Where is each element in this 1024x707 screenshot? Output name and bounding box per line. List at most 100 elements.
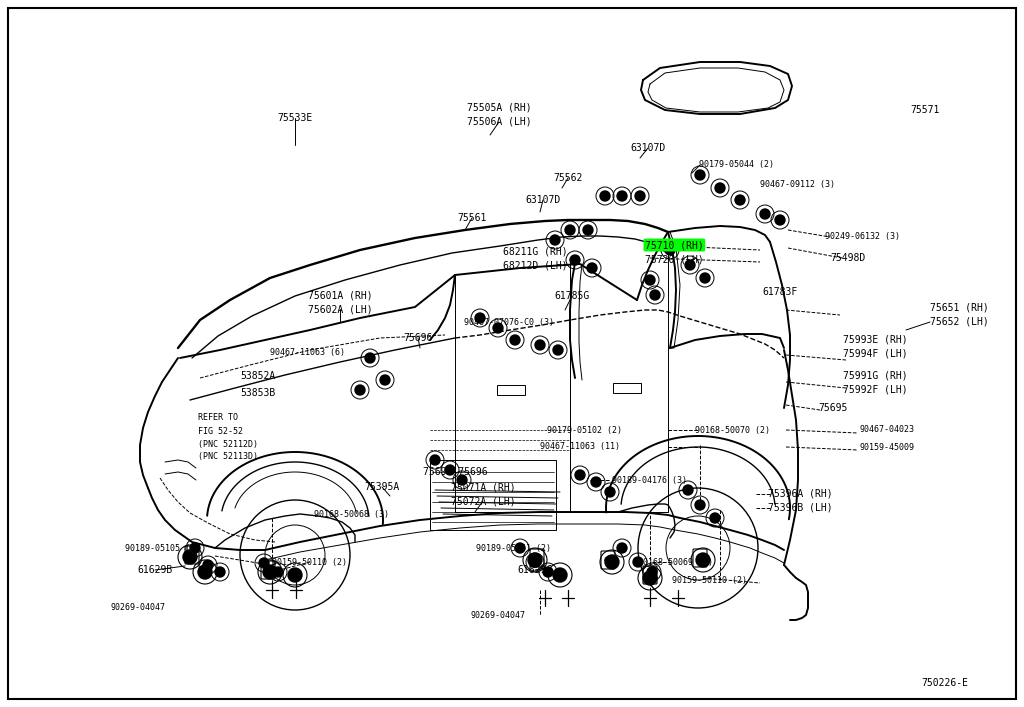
Circle shape bbox=[683, 485, 693, 495]
Text: 63107D: 63107D bbox=[525, 195, 560, 205]
FancyBboxPatch shape bbox=[261, 561, 275, 579]
Text: 75602A (LH): 75602A (LH) bbox=[307, 304, 373, 314]
FancyBboxPatch shape bbox=[530, 549, 544, 567]
Circle shape bbox=[445, 465, 455, 475]
Text: 75601A (RH): 75601A (RH) bbox=[307, 290, 373, 300]
Text: 61629B: 61629B bbox=[137, 565, 173, 575]
Text: 75395A: 75395A bbox=[365, 482, 399, 492]
Circle shape bbox=[380, 375, 390, 385]
Text: 90249-06132 (3): 90249-06132 (3) bbox=[825, 233, 900, 242]
Circle shape bbox=[263, 565, 278, 579]
Circle shape bbox=[288, 568, 302, 582]
Text: 75699 75696: 75699 75696 bbox=[423, 467, 487, 477]
Text: 75994F (LH): 75994F (LH) bbox=[843, 349, 907, 359]
Circle shape bbox=[635, 191, 645, 201]
Circle shape bbox=[600, 191, 610, 201]
Circle shape bbox=[273, 567, 283, 577]
Text: 75396A (RH): 75396A (RH) bbox=[768, 489, 833, 499]
Circle shape bbox=[530, 557, 540, 567]
Text: 90269-04047: 90269-04047 bbox=[470, 611, 525, 619]
Text: 75498D: 75498D bbox=[830, 253, 865, 263]
Circle shape bbox=[587, 263, 597, 273]
Text: 90159-45009: 90159-45009 bbox=[860, 443, 915, 452]
Text: 90189-04176 (3): 90189-04176 (3) bbox=[612, 476, 687, 484]
Text: 90179-05102 (2): 90179-05102 (2) bbox=[547, 426, 622, 435]
Text: 75506A (LH): 75506A (LH) bbox=[467, 117, 531, 127]
Circle shape bbox=[647, 567, 657, 577]
Circle shape bbox=[735, 195, 745, 205]
Circle shape bbox=[605, 487, 615, 497]
Circle shape bbox=[510, 335, 520, 345]
Text: 90189-05105 (2): 90189-05105 (2) bbox=[125, 544, 200, 552]
Text: 75533E: 75533E bbox=[278, 113, 312, 123]
Text: 90467-09112 (3): 90467-09112 (3) bbox=[760, 180, 835, 189]
Text: 68212D (LH): 68212D (LH) bbox=[503, 261, 567, 271]
Text: 53852A: 53852A bbox=[241, 371, 275, 381]
Circle shape bbox=[493, 323, 503, 333]
Text: (PNC 52113D): (PNC 52113D) bbox=[198, 452, 258, 462]
FancyBboxPatch shape bbox=[185, 546, 199, 564]
Circle shape bbox=[617, 191, 627, 201]
FancyBboxPatch shape bbox=[601, 551, 615, 569]
Circle shape bbox=[534, 555, 540, 561]
Text: 90168-50070 (2): 90168-50070 (2) bbox=[695, 426, 770, 435]
Circle shape bbox=[183, 550, 197, 564]
Circle shape bbox=[605, 555, 618, 569]
Circle shape bbox=[565, 225, 575, 235]
Circle shape bbox=[715, 183, 725, 193]
Circle shape bbox=[570, 255, 580, 265]
Text: 75071A (RH): 75071A (RH) bbox=[451, 482, 515, 492]
Circle shape bbox=[198, 565, 212, 579]
Text: 75561: 75561 bbox=[458, 213, 486, 223]
Text: 90159-50110 (2): 90159-50110 (2) bbox=[672, 575, 746, 585]
Circle shape bbox=[430, 455, 440, 465]
Circle shape bbox=[365, 353, 375, 363]
Text: 75396B (LH): 75396B (LH) bbox=[768, 503, 833, 513]
Text: 90467-11063 (6): 90467-11063 (6) bbox=[270, 348, 345, 356]
Text: 75571: 75571 bbox=[910, 105, 939, 115]
Text: 75992F (LH): 75992F (LH) bbox=[843, 384, 907, 394]
Circle shape bbox=[697, 555, 703, 561]
Text: 90467-04023: 90467-04023 bbox=[860, 426, 915, 435]
Text: 75562: 75562 bbox=[553, 173, 583, 183]
FancyBboxPatch shape bbox=[693, 549, 707, 567]
Text: 90168-50068 (3): 90168-50068 (3) bbox=[314, 510, 389, 520]
FancyBboxPatch shape bbox=[643, 566, 657, 584]
Circle shape bbox=[645, 275, 655, 285]
Text: 90179-05044 (2): 90179-05044 (2) bbox=[699, 160, 774, 170]
Text: (PNC 52112D): (PNC 52112D) bbox=[198, 440, 258, 448]
Circle shape bbox=[775, 215, 785, 225]
Text: 90467-11063 (11): 90467-11063 (11) bbox=[540, 443, 620, 452]
Circle shape bbox=[203, 560, 213, 570]
Circle shape bbox=[457, 475, 467, 485]
Circle shape bbox=[475, 313, 485, 323]
Circle shape bbox=[650, 290, 660, 300]
Text: 750226-E: 750226-E bbox=[922, 678, 969, 688]
Circle shape bbox=[617, 543, 627, 553]
Circle shape bbox=[190, 543, 200, 553]
Circle shape bbox=[259, 558, 269, 568]
Text: 75991G (RH): 75991G (RH) bbox=[843, 370, 907, 380]
Circle shape bbox=[189, 552, 195, 558]
Circle shape bbox=[695, 170, 705, 180]
Circle shape bbox=[553, 568, 567, 582]
Text: 75651 (RH): 75651 (RH) bbox=[930, 303, 989, 313]
Text: 61785G: 61785G bbox=[554, 291, 590, 301]
Circle shape bbox=[647, 572, 653, 578]
Text: FIG 52-52: FIG 52-52 bbox=[198, 426, 243, 436]
Text: 90159-50110 (2): 90159-50110 (2) bbox=[272, 558, 347, 566]
Circle shape bbox=[265, 567, 271, 573]
Text: 75710 (RH): 75710 (RH) bbox=[645, 240, 703, 250]
Circle shape bbox=[543, 567, 553, 577]
Circle shape bbox=[643, 571, 657, 585]
Circle shape bbox=[215, 567, 225, 577]
Bar bbox=[613, 383, 641, 393]
Text: REFER TO: REFER TO bbox=[198, 414, 238, 423]
Text: 68211G (RH): 68211G (RH) bbox=[503, 247, 567, 257]
Circle shape bbox=[355, 385, 365, 395]
Text: 90189-05151 (2): 90189-05151 (2) bbox=[476, 544, 551, 552]
Text: 61629C: 61629C bbox=[517, 565, 553, 575]
Text: 61783F: 61783F bbox=[762, 287, 798, 297]
Circle shape bbox=[665, 245, 675, 255]
Text: 90269-04047: 90269-04047 bbox=[111, 604, 166, 612]
